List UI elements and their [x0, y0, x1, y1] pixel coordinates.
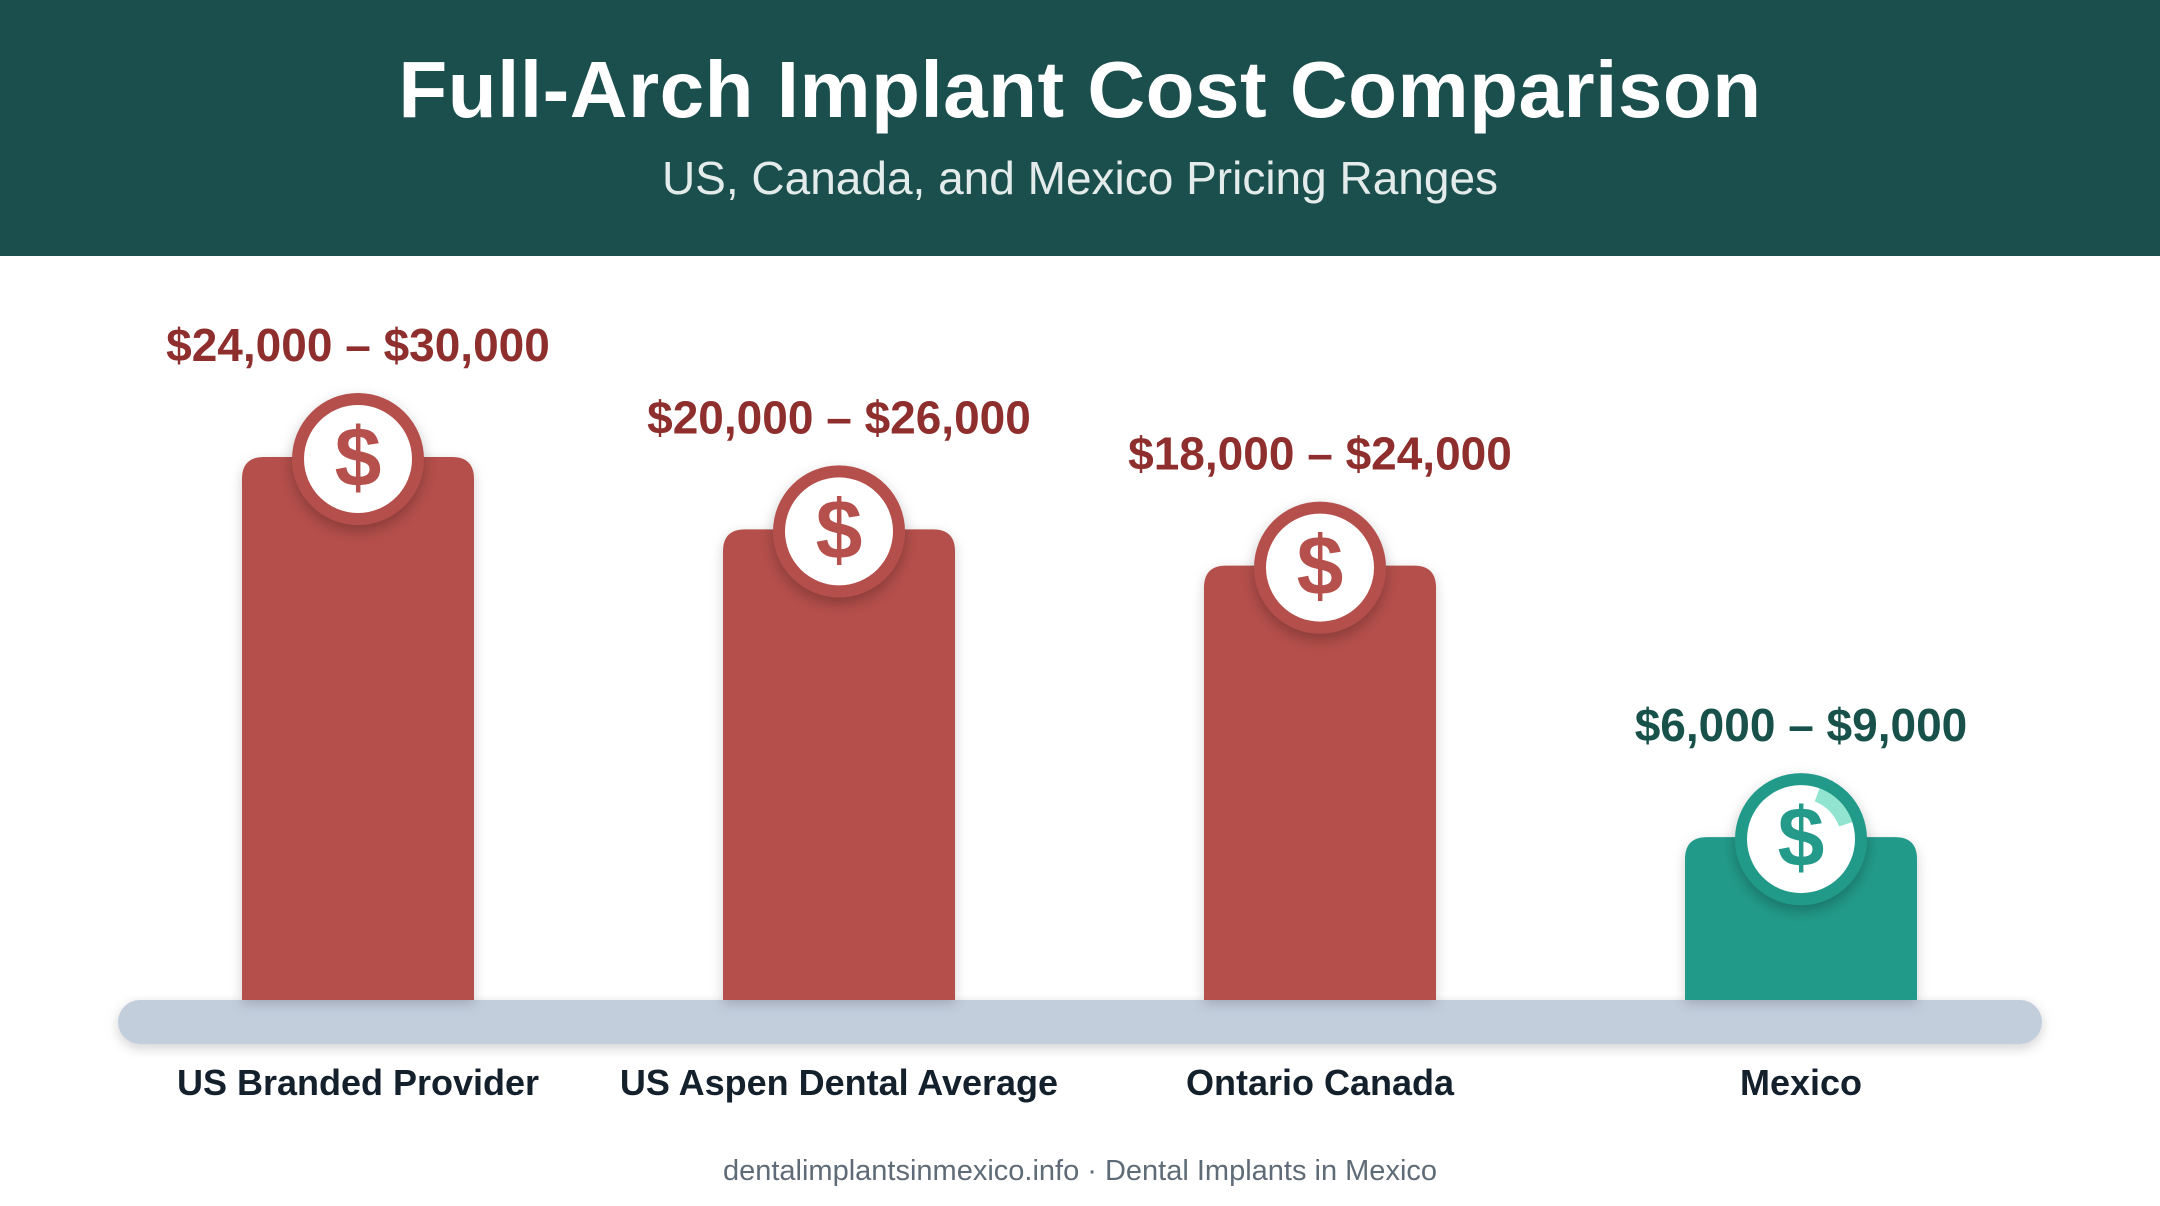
coin-inner-face [1761, 799, 1841, 880]
dollar-coin-icon: $ [1254, 501, 1386, 634]
dollar-sign-glyph: $ [1297, 519, 1344, 613]
value-label: $6,000 – $9,000 [1635, 699, 1968, 751]
value-label: $24,000 – $30,000 [166, 319, 550, 371]
coin-face [304, 405, 412, 513]
coin-face [1266, 513, 1374, 622]
dollar-coin-icon: $ [773, 465, 905, 598]
value-label: $20,000 – $26,000 [647, 391, 1031, 443]
category-label: Mexico [1740, 1062, 1862, 1103]
category-label: US Branded Provider [177, 1062, 539, 1103]
coin-face [785, 477, 893, 586]
bar [723, 529, 955, 1000]
category-label: Ontario Canada [1186, 1062, 1455, 1103]
chart-title: Full-Arch Implant Cost Comparison [398, 45, 1762, 134]
chart-subtitle: US, Canada, and Mexico Pricing Ranges [661, 152, 1499, 204]
bar [242, 457, 474, 1000]
bar [1685, 837, 1917, 1000]
chart-baseline [118, 1000, 2042, 1044]
dollar-sign-glyph: $ [335, 410, 382, 504]
dollar-coin-icon: $ [292, 393, 424, 525]
bar-group: $ $18,000 – $24,000 Ontario Canada [1128, 428, 1512, 1103]
value-label: $18,000 – $24,000 [1128, 428, 1512, 480]
bar-group: $ $6,000 – $9,000 Mexico [1635, 699, 1968, 1103]
bar [1204, 565, 1436, 1000]
category-label: US Aspen Dental Average [620, 1062, 1058, 1103]
dollar-sign-glyph: $ [816, 482, 863, 576]
plot-area: $ $24,000 – $30,000 US Branded Provider $ $2… [118, 319, 2042, 1103]
bar-group: $ $20,000 – $26,000 US Aspen Dental Averag… [620, 391, 1058, 1103]
bar-group: $ $24,000 – $30,000 US Branded Provider [166, 319, 550, 1103]
dollar-coin-icon: $ [1735, 773, 1867, 906]
header-banner: Full-Arch Implant Cost Comparison US, Ca… [0, 0, 2160, 256]
footer-credit: dentalimplantsinmexico.info · Dental Imp… [722, 1155, 1438, 1187]
dollar-sign-glyph: $ [1778, 790, 1825, 884]
